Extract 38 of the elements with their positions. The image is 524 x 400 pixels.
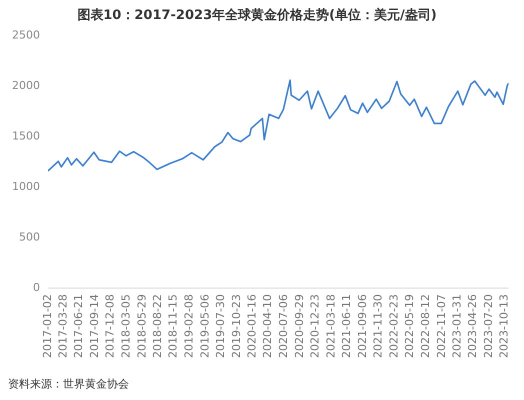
y-tick-label: 2500 (12, 28, 40, 42)
x-tick-label: 2019-02-08 (182, 294, 196, 358)
x-tick-label: 2017-06-21 (72, 294, 86, 358)
x-tick-label: 2022-05-19 (403, 294, 416, 358)
x-tick-label: 2018-11-15 (166, 294, 180, 358)
x-tick-label: 2017-09-14 (88, 294, 101, 358)
x-tick-label: 2019-05-06 (198, 294, 212, 358)
y-tick-label: 500 (18, 230, 40, 244)
x-tick-label: 2021-09-06 (356, 294, 370, 358)
y-tick-label: 1000 (12, 180, 40, 193)
y-tick-label: 0 (32, 280, 40, 294)
x-tick-label: 2022-02-23 (387, 294, 400, 358)
x-tick-label: 2017-12-08 (104, 294, 117, 358)
x-tick-label: 2023-01-31 (450, 294, 464, 358)
x-tick-label: 2023-07-20 (482, 294, 495, 358)
x-tick-label: 2017-01-02 (40, 294, 54, 358)
x-tick-label: 2022-11-07 (434, 294, 448, 358)
chart-title: 图表10：2017-2023年全球黄金价格走势(单位：美元/盎司) (77, 7, 437, 24)
x-tick-label: 2021-11-30 (372, 294, 385, 358)
x-tick-label: 2021-06-11 (340, 294, 353, 358)
x-tick-label: 2023-10-13 (498, 294, 511, 358)
x-tick-label: 2020-04-10 (261, 294, 274, 358)
x-tick-label: 2018-05-29 (135, 294, 148, 358)
x-tick-label: 2017-03-28 (56, 294, 70, 358)
x-tick-label: 2020-09-29 (292, 294, 306, 358)
y-tick-label: 1500 (12, 129, 40, 142)
x-tick-label: 2020-07-06 (277, 294, 290, 358)
x-tick-label: 2018-03-05 (120, 294, 133, 358)
x-tick-label: 2020-12-23 (308, 294, 322, 358)
x-tick-label: 2019-07-30 (214, 294, 228, 358)
x-tick-label: 2020-01-16 (245, 294, 258, 358)
x-tick-label: 2018-08-22 (151, 294, 164, 358)
y-tick-label: 2000 (12, 78, 40, 92)
x-tick-label: 2023-04-26 (466, 294, 480, 358)
x-tick-label: 2019-10-23 (230, 294, 243, 358)
text: 资料来源：世界黄金协会 (8, 377, 129, 390)
x-tick-label: 2022-08-12 (418, 294, 432, 358)
x-tick-label: 2021-03-18 (324, 294, 338, 358)
